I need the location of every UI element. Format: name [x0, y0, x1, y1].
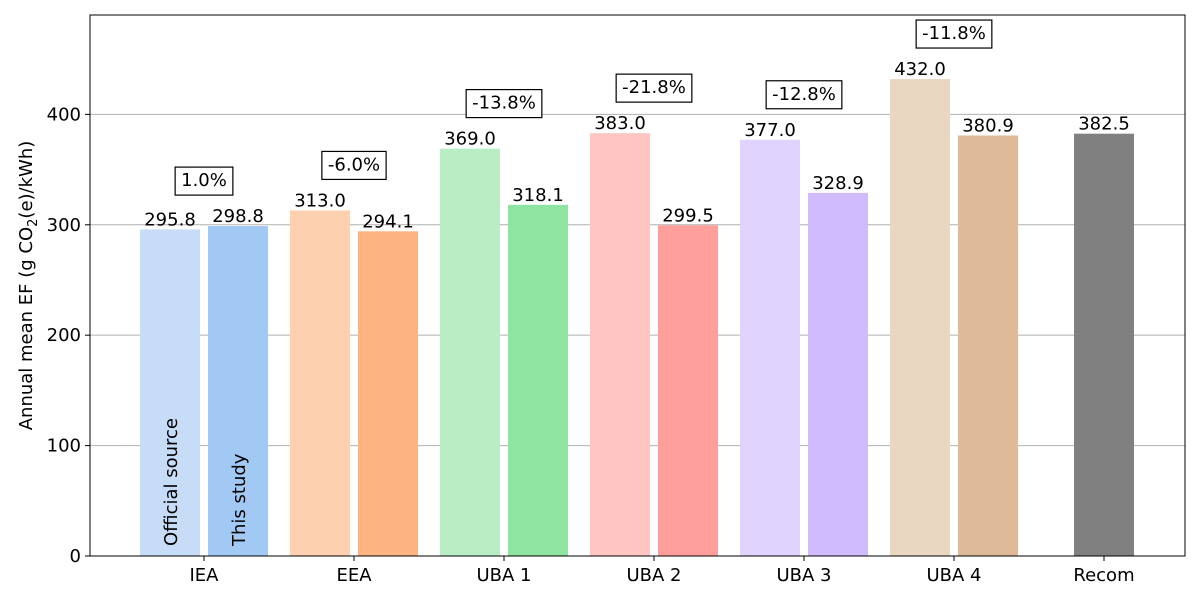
difference-boxes: 1.0% -6.0% -13.8% -21.8% -12.8% -11.8% — [174, 19, 993, 196]
data-label: 382.5 — [1078, 114, 1130, 135]
bar-this-study — [358, 231, 418, 556]
difference-box-frame — [174, 166, 234, 196]
bar-this-study — [508, 204, 568, 556]
difference-label: -13.8% — [472, 93, 536, 114]
data-label: 313.0 — [294, 190, 346, 211]
difference-box-frame — [615, 73, 693, 103]
x-tick-label: Recom — [1073, 565, 1134, 586]
x-tick-label: UBA 4 — [926, 565, 981, 586]
data-label: 377.0 — [744, 120, 796, 141]
data-label: 432.0 — [894, 59, 946, 80]
bar-official-source — [140, 229, 200, 556]
y-tick-label: 100 — [47, 436, 81, 457]
x-tick-label: IEA — [190, 565, 220, 586]
difference-box-frame — [321, 150, 387, 181]
difference-box: 1.0% — [174, 166, 234, 196]
data-label: 369.0 — [444, 129, 496, 150]
x-axis: IEA EEA UBA 1 UBA 2 UBA 3 UBA 4 Recom — [190, 556, 1135, 586]
difference-box: -11.8% — [915, 19, 993, 49]
difference-label: -11.8% — [922, 23, 986, 44]
x-tick-label: UBA 1 — [476, 565, 531, 586]
data-label: 380.9 — [962, 115, 1014, 136]
data-label: 298.8 — [212, 206, 264, 227]
x-tick-label: EEA — [336, 565, 372, 586]
difference-label: -12.8% — [772, 84, 836, 105]
bars — [140, 79, 1134, 557]
difference-label: -6.0% — [328, 154, 380, 175]
difference-box: -12.8% — [765, 80, 843, 110]
x-tick-label: UBA 2 — [626, 565, 681, 586]
bar-this-study — [808, 192, 868, 556]
bar-official-source — [590, 133, 650, 557]
bar-official-source — [740, 139, 800, 556]
difference-box-frame — [765, 80, 843, 110]
bar-this-study — [958, 135, 1018, 556]
y-tick-label: 400 — [47, 104, 81, 125]
y-tick-label: 0 — [70, 546, 81, 567]
y-tick-label: 200 — [47, 325, 81, 346]
data-label: 318.1 — [512, 185, 564, 206]
series-tag-official-source: Official source — [161, 418, 182, 546]
y-axis-title: Annual mean EF (g CO2(e)/kWh) — [16, 141, 41, 431]
bar-this-study — [658, 225, 718, 556]
series-tags: Official source This study — [161, 418, 250, 547]
bar-official-source — [890, 79, 950, 556]
y-tick-label: 300 — [47, 215, 81, 236]
difference-label: 1.0% — [181, 170, 227, 191]
data-label: 328.9 — [812, 173, 864, 194]
difference-label: -21.8% — [622, 77, 686, 98]
value-labels: 295.8 313.0 369.0 383.0 377.0 432.0 298.8 294.1… — [144, 59, 1130, 232]
bar-official-source — [290, 210, 350, 556]
series-tag-this-study: This study — [229, 453, 250, 547]
bar-official-source — [440, 148, 500, 556]
data-label: 294.1 — [362, 211, 414, 232]
bar-recom — [1074, 133, 1134, 556]
difference-box: -6.0% — [321, 150, 387, 181]
x-tick-label: UBA 3 — [776, 565, 831, 586]
data-label: 295.8 — [144, 209, 196, 230]
difference-box-frame — [465, 88, 543, 119]
difference-box: -21.8% — [615, 73, 693, 103]
plot-frame — [89, 14, 1186, 557]
data-label: 299.5 — [662, 205, 714, 226]
difference-box: -13.8% — [465, 88, 543, 119]
y-axis: 0 100 200 300 400 — [47, 104, 90, 567]
difference-box-frame — [915, 19, 993, 49]
data-label: 383.0 — [594, 113, 646, 134]
bar-this-study — [208, 226, 268, 556]
